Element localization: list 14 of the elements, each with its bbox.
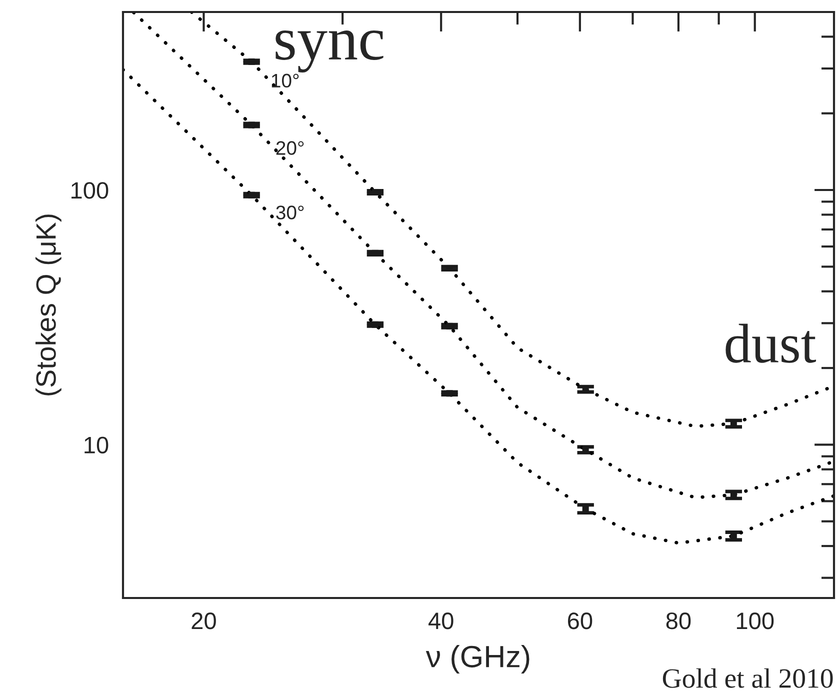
text: Gold et al 2010 — [662, 668, 833, 688]
y-tick-label: 10 — [84, 436, 108, 454]
x-tick-label: 20 — [192, 612, 216, 630]
x-tick-label: 60 — [568, 612, 592, 630]
y-axis-title: (Stokes Q (μK) — [35, 214, 62, 396]
annotation: 10° — [272, 74, 299, 88]
annotation: 20° — [276, 141, 304, 155]
annotation: 30° — [276, 206, 304, 220]
annotation: sync — [276, 30, 384, 73]
x-tick-label: 100 — [736, 612, 774, 630]
annotation: dust — [726, 324, 816, 363]
x-tick-label: 80 — [666, 612, 691, 630]
x-axis-title: ν (GHz) — [426, 645, 530, 674]
x-tick-label: 40 — [428, 612, 454, 630]
